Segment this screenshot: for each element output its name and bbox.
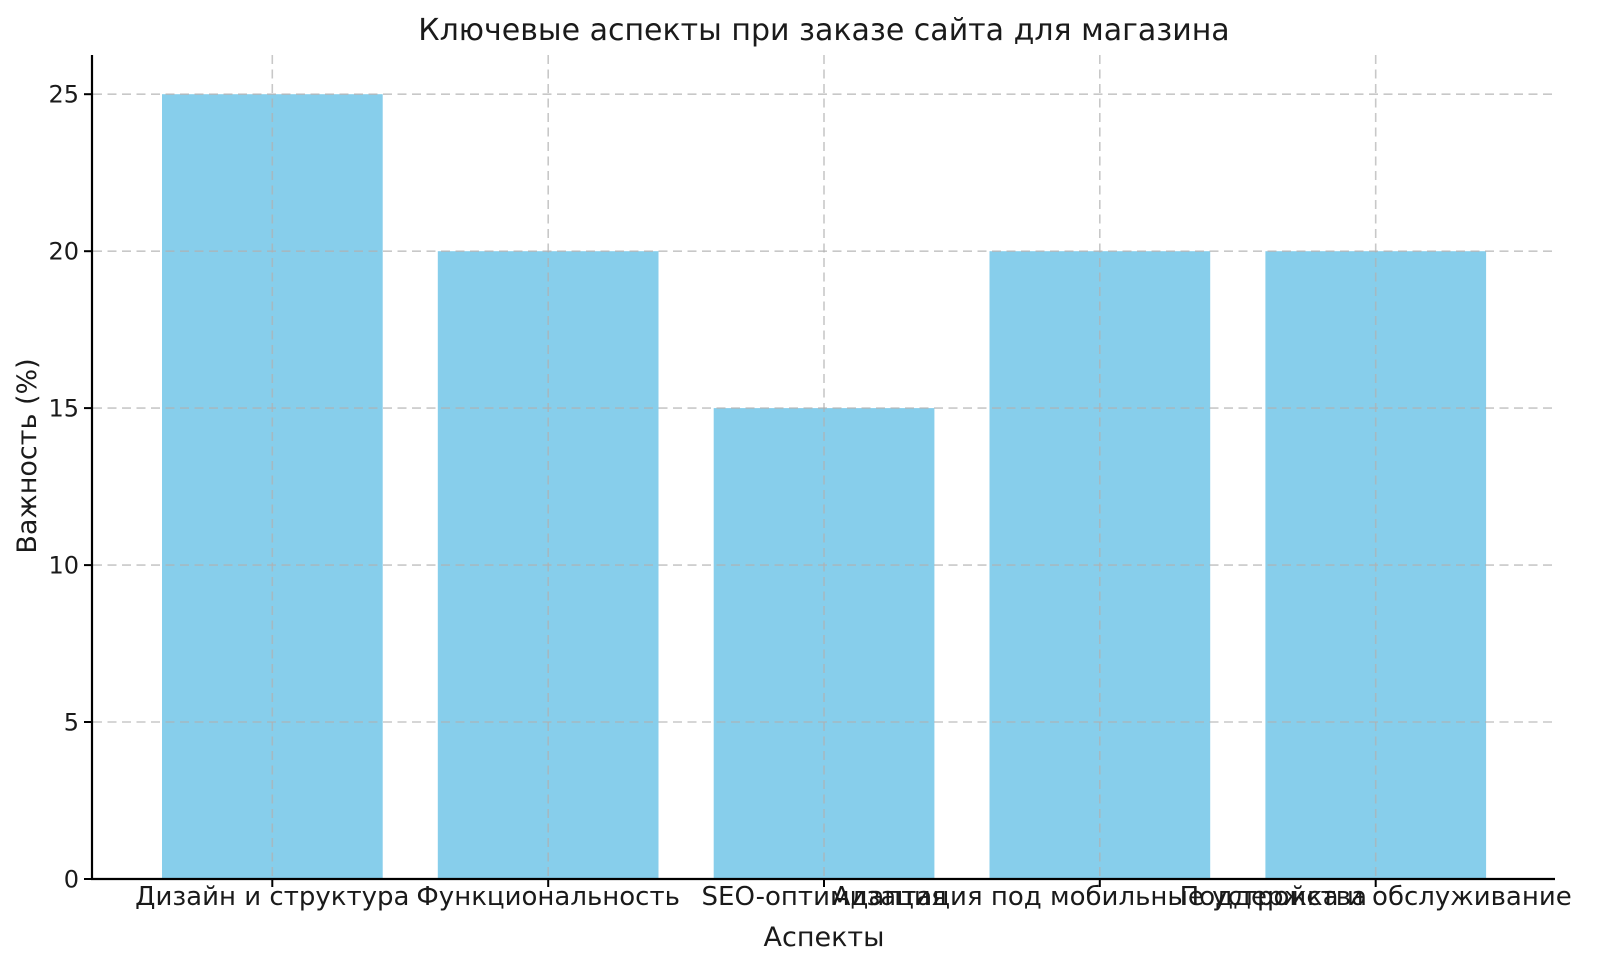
y-tick-label: 0 bbox=[64, 866, 79, 894]
y-tick-label: 15 bbox=[48, 395, 79, 423]
y-tick-label: 25 bbox=[48, 81, 79, 109]
bars-group bbox=[162, 94, 1487, 879]
chart-title: Ключевые аспекты при заказе сайта для ма… bbox=[418, 13, 1229, 48]
gridlines-group bbox=[93, 55, 1555, 879]
x-tick-label: Функциональность bbox=[416, 882, 680, 912]
y-axis-label: Важность (%) bbox=[12, 358, 43, 553]
x-tick-label: Поддержка и обслуживание bbox=[1180, 882, 1572, 912]
y-tick-label: 5 bbox=[64, 709, 79, 737]
y-tick-label: 20 bbox=[48, 238, 79, 266]
bar bbox=[162, 94, 383, 879]
y-tick-label: 10 bbox=[48, 552, 79, 580]
axes-group bbox=[84, 55, 1555, 887]
labels-group: Ключевые аспекты при заказе сайта для ма… bbox=[12, 13, 1572, 953]
x-axis-label: Аспекты bbox=[764, 922, 885, 953]
x-tick-label: SEO-оптимизация bbox=[702, 882, 947, 912]
x-tick-label: Адаптация под мобильные устройства bbox=[833, 882, 1367, 912]
x-tick-label: Дизайн и структура bbox=[135, 882, 409, 912]
